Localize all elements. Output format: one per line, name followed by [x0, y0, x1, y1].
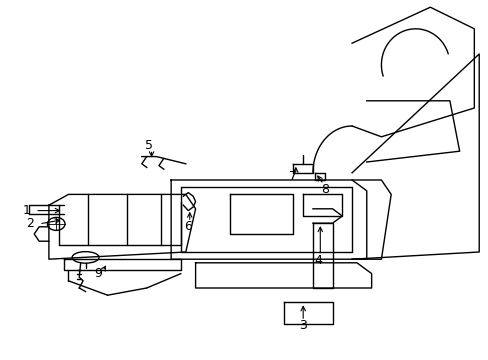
Text: 5: 5	[145, 139, 153, 152]
Text: 9: 9	[94, 267, 102, 280]
Text: 7: 7	[289, 170, 297, 183]
Text: 6: 6	[184, 220, 192, 233]
Text: 4: 4	[313, 255, 321, 267]
Text: 2: 2	[26, 217, 34, 230]
Text: 8: 8	[321, 183, 328, 195]
Text: 1: 1	[23, 204, 31, 217]
Text: 3: 3	[299, 319, 306, 332]
